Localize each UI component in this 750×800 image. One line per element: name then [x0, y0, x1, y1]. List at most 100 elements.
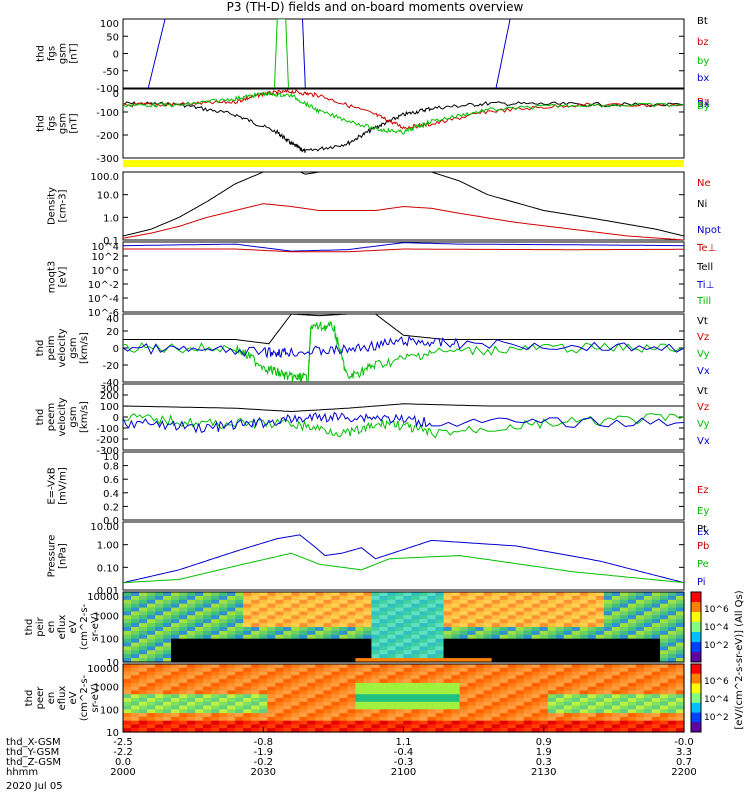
spectrogram-cell	[587, 679, 597, 684]
spectrogram-cell	[331, 701, 340, 707]
series-group-density	[123, 172, 684, 240]
spectrogram-cell	[467, 607, 477, 613]
spectrogram-cell	[451, 595, 461, 601]
spectrogram-cell	[427, 592, 437, 597]
spectrogram-cell	[171, 686, 180, 692]
spectrogram-cell	[507, 664, 517, 669]
spectrogram-cell	[395, 654, 405, 659]
spectrogram-cell	[475, 667, 485, 673]
spectrogram-cell	[139, 690, 148, 695]
spectrogram-cell	[299, 667, 308, 673]
spectrogram-cell	[515, 599, 525, 605]
spectrogram-cell	[435, 728, 445, 733]
spectrogram-cell	[419, 592, 429, 597]
spectrogram-cell	[467, 682, 477, 688]
spectrogram-cell	[227, 611, 236, 616]
spectrogram-cell	[531, 690, 541, 695]
spectrogram-cell	[299, 654, 308, 659]
spectrogram-cell	[339, 724, 348, 729]
spectrogram-cell	[139, 709, 148, 714]
spectrogram-cell	[643, 701, 653, 707]
spectrogram-cell	[467, 654, 477, 659]
spectrogram-cell	[443, 720, 453, 726]
spectrogram-cell	[451, 658, 461, 663]
spectrogram-cell	[571, 675, 581, 680]
spectrogram-cell	[187, 642, 196, 648]
spectrogram-cell	[443, 627, 453, 632]
spectrogram-cell	[251, 646, 260, 651]
spectrogram-cell	[459, 728, 469, 733]
spectrogram-cell	[523, 650, 533, 655]
spectrogram-cell	[660, 686, 669, 692]
spectrogram-cell	[651, 650, 661, 655]
spectrogram-cell	[323, 599, 332, 605]
spectrogram-cell	[291, 720, 300, 726]
spectrogram-cell	[619, 720, 629, 726]
spectrogram-cell	[571, 713, 581, 718]
spectrogram-cell	[523, 611, 533, 616]
spectrogram-cell	[459, 619, 469, 624]
spectrogram-cell	[251, 675, 260, 680]
spectrogram-cell	[515, 716, 525, 722]
spectrogram-cell	[219, 701, 228, 707]
spectrogram-cell	[267, 709, 276, 714]
spectrogram-cell	[347, 728, 356, 733]
spectrogram-cell	[451, 630, 461, 636]
spectrogram-cell	[235, 642, 244, 648]
spectrogram-cell	[283, 603, 292, 609]
spectrogram-cell	[411, 654, 421, 659]
spectrogram-cell	[251, 595, 260, 601]
spectrogram-cell	[676, 686, 685, 692]
y-tick-label: 0.1	[103, 236, 119, 247]
spectrogram-cell	[355, 646, 364, 651]
spectrogram-cell	[243, 615, 252, 620]
spectrogram-cell	[227, 667, 236, 673]
spectrogram-cell	[307, 623, 316, 628]
spectrogram-cell	[363, 627, 372, 632]
spectrogram-cell	[139, 698, 148, 703]
spectrogram-cell	[603, 694, 613, 699]
spectrogram-cell	[539, 690, 549, 695]
spectrogram-cell	[491, 654, 501, 659]
spectrogram-cell	[563, 667, 573, 673]
spectrogram-cell	[668, 716, 677, 722]
spectrogram-cell	[387, 690, 397, 695]
spectrogram-cell	[676, 650, 685, 655]
spectrogram-cell	[219, 716, 228, 722]
spectrogram-cell	[587, 682, 597, 688]
spectrogram-cell	[531, 595, 541, 601]
spectrogram-cell	[171, 658, 180, 663]
spectrogram-cell	[475, 664, 485, 669]
spectrogram-cell	[411, 599, 421, 605]
spectrogram-cell	[179, 716, 188, 722]
spectrogram-cell	[259, 658, 268, 663]
y-tick-label: 1.0	[103, 452, 119, 463]
spectrogram-cell	[371, 642, 380, 648]
spectrogram-cell	[227, 650, 236, 655]
spectrogram-cell	[347, 690, 356, 695]
spectrogram-cell	[195, 686, 204, 692]
spectrogram-cell	[411, 724, 421, 729]
spectrogram-cell	[283, 682, 292, 688]
spectrogram-cell	[235, 698, 244, 703]
spectrogram-cell	[267, 630, 276, 636]
spectrogram-cell	[227, 595, 236, 601]
spectrogram-cell	[347, 686, 356, 692]
series-line-Vx	[123, 335, 684, 359]
spectrogram-cell	[123, 650, 132, 655]
spectrogram-cell	[555, 705, 565, 710]
spectrogram-cell	[147, 607, 156, 613]
quality-flag-bar	[123, 160, 684, 167]
spectrogram-cell	[275, 627, 284, 632]
spectrogram-cell	[467, 592, 477, 597]
spectrogram-cell	[339, 694, 348, 699]
spectrogram-cell	[259, 679, 268, 684]
spectrogram-cell	[467, 627, 477, 632]
spectrogram-cell	[443, 686, 453, 692]
spectrogram-cell	[363, 720, 372, 726]
spectrogram-cell	[619, 595, 629, 601]
spectrogram-cell	[643, 650, 653, 655]
spectrogram-cell	[467, 690, 477, 695]
bottom-axis-value: -2.2	[113, 747, 133, 758]
spectrogram-cell	[451, 603, 461, 609]
